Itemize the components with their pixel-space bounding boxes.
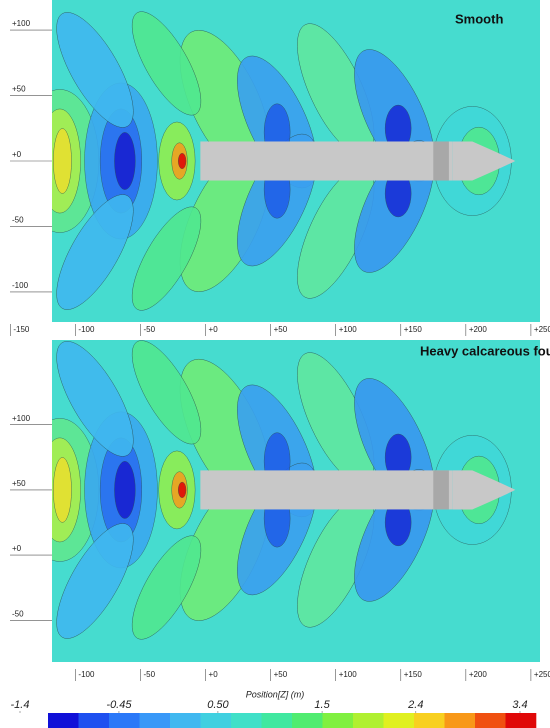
colorbar-cell xyxy=(475,713,506,728)
colorbar-tick-label: -0.45 xyxy=(106,699,132,711)
colorbar-cell xyxy=(231,713,262,728)
x-tick-label: -50 xyxy=(143,670,155,679)
x-tick-label: +50 xyxy=(274,670,288,679)
colorbar-cell xyxy=(200,713,232,728)
x-tick-label: +100 xyxy=(339,670,358,679)
x-tick-label: -50 xyxy=(143,325,155,334)
x-tick-label: +250 xyxy=(534,670,550,679)
colorbar-cell xyxy=(505,713,537,728)
field-lobe xyxy=(178,481,187,498)
colorbar-cell xyxy=(139,713,171,728)
field-lobe xyxy=(53,128,72,194)
field-lobe xyxy=(178,152,187,170)
hull xyxy=(200,141,453,181)
field-lobe xyxy=(131,11,202,116)
x-tick-label: +200 xyxy=(469,670,488,679)
colorbar-cell xyxy=(261,713,293,728)
field-lobe xyxy=(114,461,136,519)
colorbar-tick-label: 0.50 xyxy=(207,699,229,711)
plot-title: Smooth xyxy=(455,11,503,26)
field-lobe xyxy=(131,535,202,640)
field-lobe xyxy=(131,340,202,445)
x-tick-label: +0 xyxy=(209,325,219,334)
plot-title: Heavy calcareous fouling xyxy=(420,343,550,358)
field-lobe xyxy=(114,132,136,190)
y-tick-label: +0 xyxy=(12,150,22,159)
colorbar-cell xyxy=(322,713,354,728)
x-tick-label: -150 xyxy=(13,325,30,334)
y-tick-label: -50 xyxy=(12,216,24,225)
y-tick-label: +0 xyxy=(12,544,22,553)
colorbar-tick-label: 3.4 xyxy=(512,699,527,711)
colorbar-tick-label: -1.4 xyxy=(11,699,30,711)
hull xyxy=(200,470,453,510)
x-tick-label: +150 xyxy=(404,670,423,679)
colorbar-cell xyxy=(444,713,476,728)
colorbar-cell xyxy=(170,713,201,728)
x-tick-label: +250 xyxy=(534,325,550,334)
colorbar-cell xyxy=(109,713,140,728)
y-tick-label: +100 xyxy=(12,414,31,423)
y-tick-label: +50 xyxy=(12,479,26,488)
colorbar-title: Position[Z] (m) xyxy=(246,689,305,699)
colorbar-cell xyxy=(292,713,323,728)
y-tick-label: +50 xyxy=(12,85,26,94)
x-tick-label: -100 xyxy=(78,325,95,334)
field-lobe xyxy=(56,341,134,457)
x-tick-label: +0 xyxy=(209,670,219,679)
y-tick-label: +100 xyxy=(12,19,31,28)
hull-bow xyxy=(452,141,516,181)
x-tick-label: -100 xyxy=(78,670,95,679)
contour-field xyxy=(52,0,540,322)
colorbar-tick-label: 2.4 xyxy=(407,699,423,711)
y-tick-label: -50 xyxy=(12,609,24,618)
contour-field xyxy=(52,340,540,662)
colorbar-tick-label: 1.5 xyxy=(314,699,330,711)
x-tick-label: +50 xyxy=(274,325,288,334)
y-tick-label: -100 xyxy=(12,281,29,290)
colorbar-cell xyxy=(78,713,110,728)
hull-band xyxy=(433,141,449,181)
colorbar-cell xyxy=(48,713,79,728)
x-tick-label: +100 xyxy=(339,325,358,334)
field-lobe xyxy=(131,206,202,311)
field-lobe xyxy=(56,12,134,128)
colorbar-cell xyxy=(383,713,415,728)
colorbar-cell xyxy=(353,713,384,728)
hull-bow xyxy=(452,470,516,510)
field-lobe xyxy=(56,194,134,310)
field-lobe xyxy=(56,523,134,639)
colorbar-cell xyxy=(414,713,445,728)
x-tick-label: +150 xyxy=(404,325,423,334)
field-lobe xyxy=(53,457,72,523)
hull-band xyxy=(433,470,449,510)
x-tick-label: +200 xyxy=(469,325,488,334)
